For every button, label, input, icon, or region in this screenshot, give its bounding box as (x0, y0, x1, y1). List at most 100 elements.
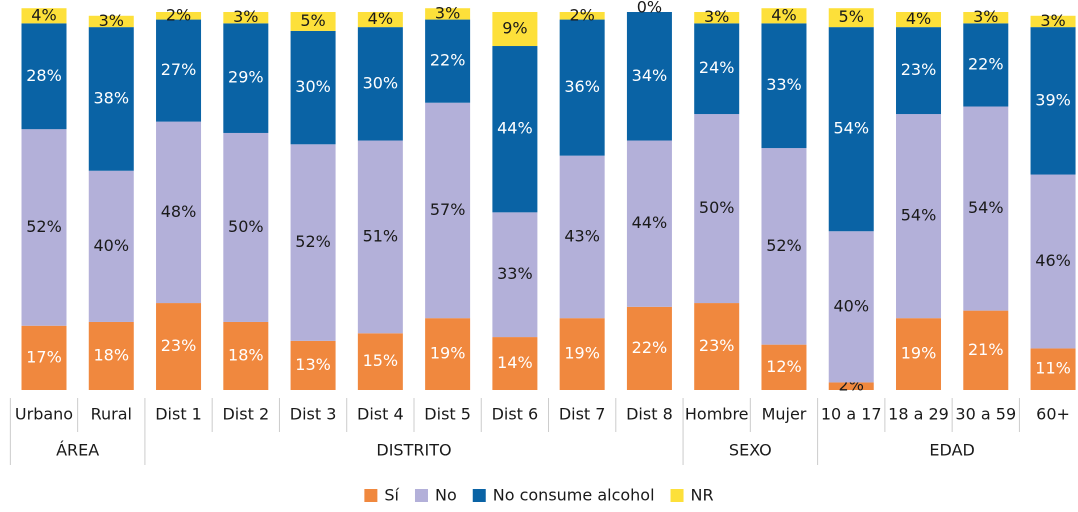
value-label: 52% (766, 236, 802, 255)
bar-segment (290, 144, 336, 341)
bar-segment (223, 23, 269, 133)
value-label: 39% (1035, 90, 1071, 109)
value-label: 43% (564, 226, 600, 245)
value-label: 40% (833, 296, 869, 315)
value-label: 11% (1035, 359, 1071, 378)
value-label: 33% (766, 75, 802, 94)
value-label: 50% (228, 217, 264, 236)
bar-segment (559, 12, 605, 20)
x-tick-label: Dist 1 (155, 405, 202, 424)
value-label: 44% (632, 213, 668, 232)
bar-segment (828, 27, 874, 232)
bar-segment (559, 318, 605, 390)
value-label: 21% (968, 340, 1004, 359)
group-label: SEXO (729, 441, 772, 460)
value-label: 4% (771, 5, 796, 24)
value-label: 48% (161, 202, 197, 221)
value-label: 34% (632, 66, 668, 85)
bar-segment (963, 12, 1009, 24)
bar-segment (290, 340, 336, 390)
bar-segment (694, 23, 740, 115)
bar-segment (21, 129, 67, 326)
value-label: 4% (368, 9, 393, 28)
x-tick-label: 10 a 17 (821, 405, 882, 424)
x-tick-label: 18 a 29 (888, 405, 949, 424)
x-tick-label: Dist 5 (424, 405, 471, 424)
bar-segment (88, 321, 134, 390)
bar-segment (896, 318, 942, 390)
value-label: 22% (968, 54, 1004, 73)
x-tick-label: Rural (91, 405, 132, 424)
value-label: 17% (26, 347, 62, 366)
value-label: 3% (233, 7, 258, 26)
bar-segment (88, 15, 134, 28)
bar-segment (896, 114, 942, 319)
bar-segment (290, 30, 336, 145)
bar-segment (963, 106, 1009, 311)
value-label: 23% (161, 336, 197, 355)
value-label: 19% (430, 344, 466, 363)
value-label: 52% (295, 232, 331, 251)
bar-segment (694, 303, 740, 390)
value-label: 3% (704, 7, 729, 26)
group-label: ÁREA (56, 441, 99, 460)
bar-segment (761, 148, 807, 345)
value-label: 22% (430, 51, 466, 70)
bar-segment (223, 321, 269, 390)
bar-segment (357, 333, 403, 390)
bar-segment (357, 12, 403, 28)
x-tick-label: Urbano (15, 405, 73, 424)
value-label: 38% (93, 88, 129, 107)
x-tick-label: 30 a 59 (955, 405, 1016, 424)
value-label: 54% (968, 198, 1004, 217)
bar-segment (626, 12, 672, 141)
bar-segment (88, 27, 134, 171)
bar-segment (1030, 27, 1076, 175)
x-tick-label: Dist 7 (559, 405, 606, 424)
group-label: EDAD (929, 441, 974, 460)
legend-swatch (472, 489, 486, 502)
x-tick-label: Dist 4 (357, 405, 404, 424)
bar-segment (156, 121, 202, 304)
bar-segment (88, 170, 134, 322)
legend-swatch (414, 489, 428, 502)
value-label: 0% (637, 0, 662, 17)
value-label: 23% (901, 60, 937, 79)
value-label: 14% (497, 353, 533, 372)
legend-swatch (364, 489, 378, 502)
bar-segment (357, 27, 403, 141)
value-label: 2% (166, 5, 191, 24)
bar-segment (1030, 348, 1076, 390)
bar-segment (425, 8, 471, 20)
bar-segment (761, 23, 807, 149)
legend-swatch (670, 489, 684, 502)
value-label: 13% (295, 355, 331, 374)
value-label: 3% (973, 7, 998, 26)
legend-label: NR (691, 486, 714, 505)
bar-segment (425, 19, 471, 103)
bar-segment (896, 12, 942, 28)
value-label: 3% (435, 3, 460, 22)
value-label: 2% (569, 5, 594, 24)
value-label: 44% (497, 119, 533, 138)
value-label: 51% (363, 226, 399, 245)
value-label: 40% (93, 236, 129, 255)
bar-segment (626, 140, 672, 307)
x-tick-label: Dist 3 (290, 405, 337, 424)
value-label: 9% (502, 19, 527, 38)
legend-label: Sí (384, 486, 399, 505)
value-label: 30% (295, 77, 331, 96)
x-tick-label: Dist 2 (222, 405, 269, 424)
value-label: 3% (1040, 11, 1065, 30)
value-label: 36% (564, 77, 600, 96)
bar-segment (425, 318, 471, 390)
value-label: 24% (699, 58, 735, 77)
value-label: 54% (833, 119, 869, 138)
bar-segment (963, 310, 1009, 390)
value-label: 23% (699, 336, 735, 355)
value-label: 50% (699, 198, 735, 217)
bar-segment (694, 12, 740, 24)
value-label: 5% (300, 11, 325, 30)
value-label: 46% (1035, 251, 1071, 270)
